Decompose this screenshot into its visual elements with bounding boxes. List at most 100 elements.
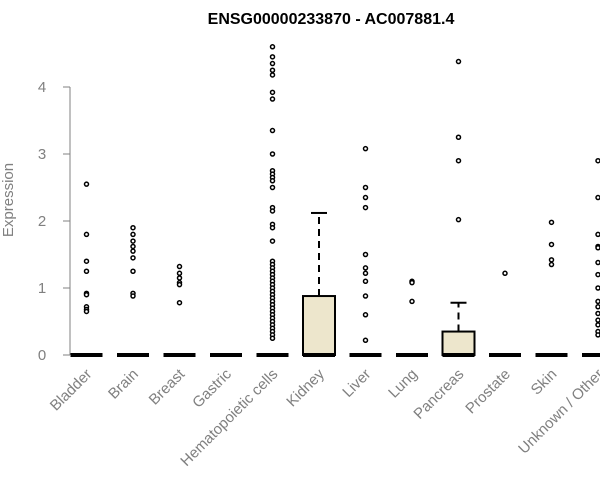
box-group xyxy=(489,270,521,357)
outlier-point xyxy=(269,151,276,157)
outlier-point xyxy=(130,268,136,274)
boxes xyxy=(70,44,600,357)
x-tick-label: Skin xyxy=(528,366,561,399)
outlier-point xyxy=(362,293,369,299)
y-tick-label: 2 xyxy=(38,213,46,230)
outlier-point xyxy=(502,270,508,277)
outlier-point xyxy=(83,308,90,315)
box-group xyxy=(535,219,568,357)
outlier-point xyxy=(595,194,600,201)
outlier-point xyxy=(362,278,369,285)
outlier-point xyxy=(269,54,276,60)
x-tick-label: Prostate xyxy=(462,366,514,418)
box xyxy=(302,295,336,357)
outlier-point xyxy=(595,304,600,310)
outlier-point xyxy=(176,270,183,277)
outlier-point xyxy=(176,299,183,306)
outlier-point xyxy=(269,238,276,244)
outlier-point xyxy=(595,245,600,251)
outlier-point xyxy=(455,58,462,65)
outlier-point xyxy=(595,298,600,305)
outlier-point xyxy=(455,216,462,223)
box-group xyxy=(396,278,428,357)
y-tick-label: 1 xyxy=(38,280,46,297)
outlier-point xyxy=(455,157,462,164)
x-tick-label: Breast xyxy=(146,365,189,408)
outlier-point xyxy=(269,127,276,134)
x-tick-label: Brain xyxy=(105,366,142,403)
outlier-point xyxy=(176,275,183,281)
x-tick-label: Pancreas xyxy=(410,366,467,423)
x-tick-label: Liver xyxy=(339,366,374,401)
outlier-point xyxy=(362,204,369,211)
outlier-point xyxy=(548,257,555,263)
outlier-point xyxy=(548,219,555,226)
outlier-point xyxy=(130,224,136,231)
outlier-point xyxy=(269,67,276,73)
outlier-point xyxy=(409,298,415,305)
x-tick-label: Kidney xyxy=(283,365,328,410)
chart-title: ENSG00000233870 - AC007881.4 xyxy=(208,11,455,28)
outlier-point xyxy=(548,261,555,268)
outlier-point xyxy=(83,181,90,187)
x-tick-label: Lung xyxy=(385,366,421,402)
outlier-point xyxy=(83,291,90,298)
outlier-point xyxy=(176,281,183,288)
outlier-point xyxy=(269,178,276,184)
box-group xyxy=(256,44,289,357)
outlier-point xyxy=(362,270,369,277)
box-group xyxy=(117,224,149,357)
outlier-point xyxy=(362,312,369,318)
box-group xyxy=(582,157,600,357)
y-tick-label: 3 xyxy=(38,146,46,163)
outlier-point xyxy=(595,259,600,266)
outlier-point xyxy=(130,231,136,238)
outlier-point xyxy=(269,184,276,191)
outlier-point xyxy=(362,145,369,152)
outlier-point xyxy=(455,134,462,140)
outlier-point xyxy=(83,258,90,264)
box xyxy=(441,330,476,356)
outlier-point xyxy=(595,157,600,164)
y-axis-label: Expression xyxy=(0,163,17,237)
outlier-point xyxy=(409,279,415,286)
outlier-point xyxy=(548,241,555,248)
outlier-point xyxy=(130,255,136,261)
box-group xyxy=(441,58,476,357)
box-group xyxy=(349,145,382,357)
outlier-point xyxy=(83,268,90,274)
outlier-point xyxy=(595,322,600,328)
outlier-point xyxy=(362,251,369,258)
box-group xyxy=(163,263,196,357)
outlier-point xyxy=(362,184,369,191)
box-group xyxy=(70,181,103,357)
outlier-point xyxy=(176,263,183,270)
y-axis: 0 1 2 3 4 xyxy=(38,79,71,364)
outlier-point xyxy=(595,271,600,278)
outlier-point xyxy=(362,337,369,344)
outlier-point xyxy=(269,96,276,102)
outlier-point xyxy=(595,317,600,323)
outlier-point xyxy=(130,248,136,254)
outlier-point xyxy=(269,224,276,231)
y-tick-label: 4 xyxy=(38,79,46,96)
x-tick-label: Bladder xyxy=(47,366,96,415)
outlier-point xyxy=(269,89,276,96)
outlier-point xyxy=(130,293,136,299)
box-group xyxy=(302,211,336,357)
outlier-point xyxy=(595,332,600,338)
x-tick-label: Gastric xyxy=(189,365,235,411)
outlier-point xyxy=(130,243,136,250)
outlier-point xyxy=(269,335,276,341)
outlier-point xyxy=(269,72,276,78)
outlier-point xyxy=(595,285,600,291)
outlier-point xyxy=(269,208,276,214)
outlier-point xyxy=(362,265,369,271)
outlier-point xyxy=(83,231,90,238)
outlier-point xyxy=(595,310,600,317)
outlier-point xyxy=(269,44,276,50)
outlier-point xyxy=(362,194,369,201)
outlier-point xyxy=(595,231,600,238)
